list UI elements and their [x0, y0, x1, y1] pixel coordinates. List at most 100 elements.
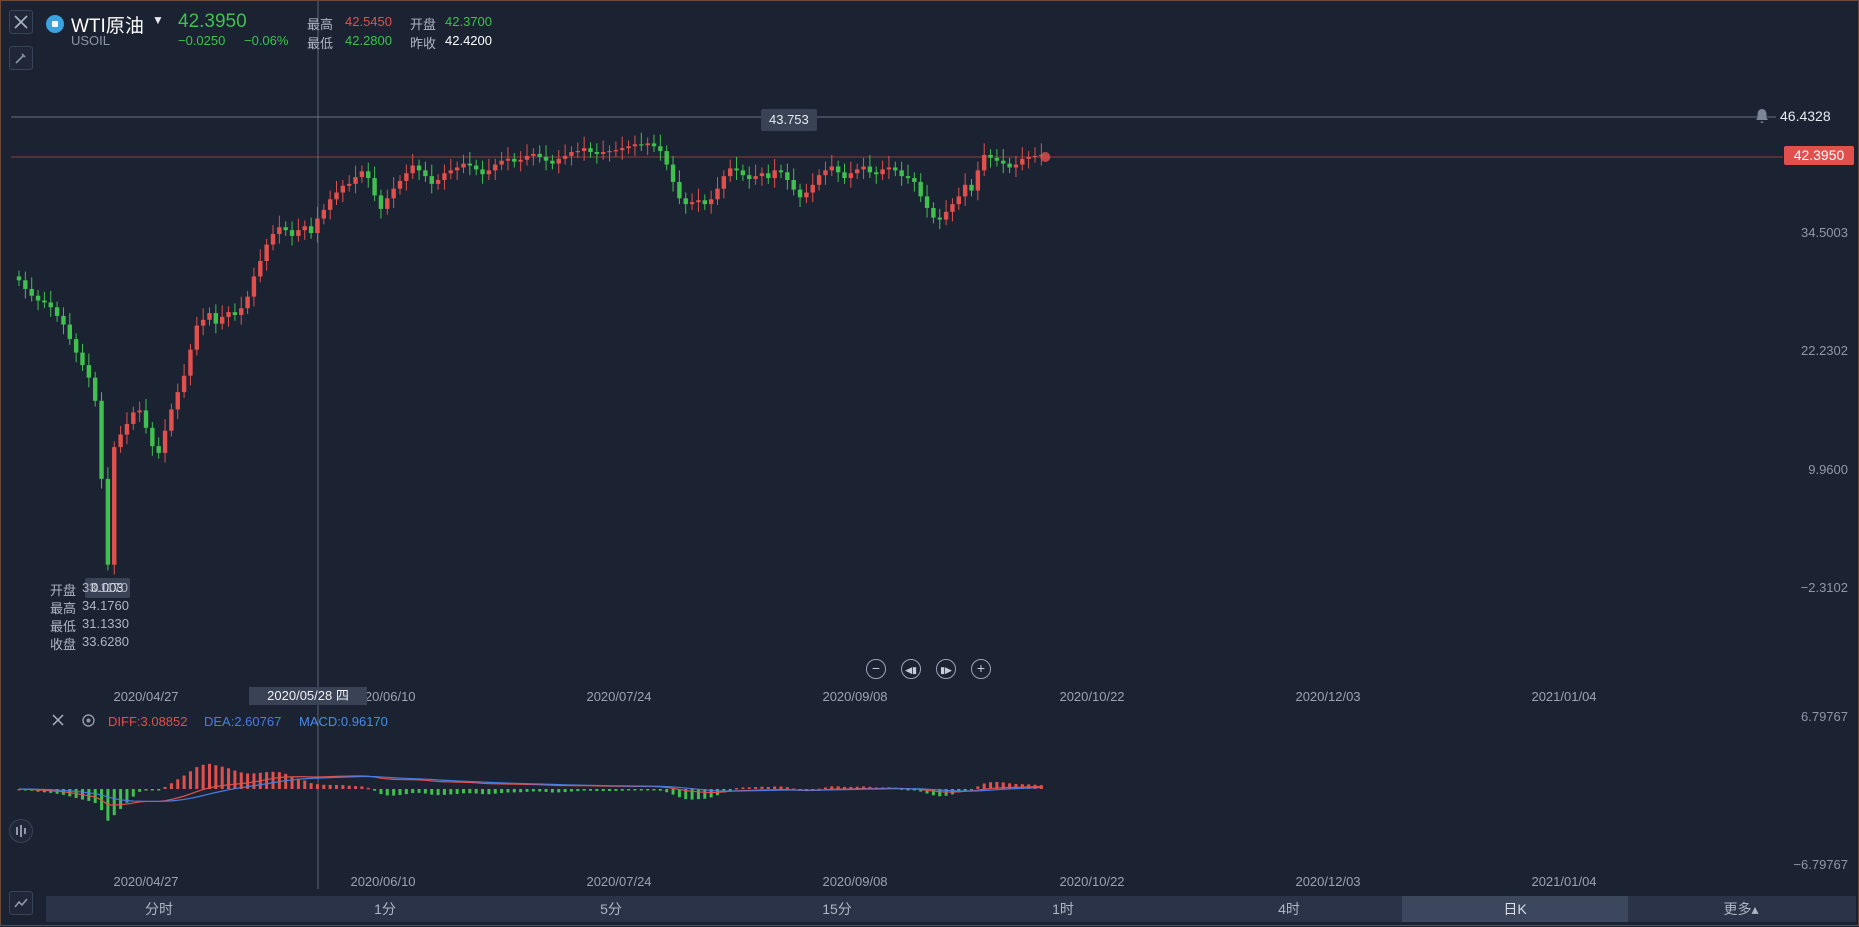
line-chart-button[interactable]: [9, 891, 33, 915]
macd-histogram-bar: [423, 789, 427, 794]
y-axis-label: 34.5003: [1801, 225, 1848, 240]
candle-body: [454, 167, 460, 171]
zoom-out-button[interactable]: −: [866, 659, 886, 679]
candle-body: [683, 198, 688, 205]
candle-body: [543, 156, 549, 161]
candle-body: [848, 173, 854, 179]
candle-body: [493, 164, 498, 171]
tab-timeframe-15m[interactable]: 15分: [822, 901, 852, 917]
candle-body: [232, 312, 238, 315]
indicator-toggle-button[interactable]: [9, 819, 33, 843]
candle-body: [93, 377, 98, 401]
candle-body: [118, 434, 123, 448]
symbol-logo-icon: [46, 15, 64, 33]
close-indicator-icon[interactable]: [51, 713, 67, 729]
macd-histogram-bar: [646, 789, 650, 791]
macd-histogram-bar: [455, 789, 459, 794]
macd-histogram-bar: [125, 789, 129, 803]
tab-timeframe-tick[interactable]: 分时: [145, 901, 173, 917]
candle-body: [505, 158, 511, 161]
candle-body: [251, 276, 257, 297]
macd-histogram-bar: [576, 789, 580, 792]
zoom-in-button[interactable]: +: [971, 659, 991, 679]
candle-body: [924, 196, 930, 208]
macd-histogram-bar: [506, 789, 510, 793]
bell-icon[interactable]: [1753, 107, 1771, 125]
candle-body: [689, 202, 695, 205]
candle-body: [194, 325, 199, 350]
tab-timeframe-1m[interactable]: 1分: [374, 901, 396, 917]
macd-histogram-bar: [385, 789, 389, 796]
candle-body: [220, 316, 225, 324]
macd-diff-value: DIFF:3.08852: [108, 714, 188, 729]
macd-histogram-bar: [277, 772, 281, 789]
chevron-down-icon[interactable]: ▼: [152, 13, 164, 27]
x-axis-label: 2020/10/22: [1059, 689, 1125, 704]
candle-body: [486, 170, 492, 175]
macd-histogram-bar: [430, 789, 434, 795]
macd-histogram-bar: [360, 786, 364, 789]
macd-x-axis-label: 2020/07/24: [586, 874, 652, 889]
candle-body: [753, 176, 758, 180]
macd-y-top: 6.79767: [1801, 709, 1848, 724]
candle-body: [112, 447, 117, 565]
low-value: 42.2800: [345, 33, 392, 48]
candle-body: [823, 170, 828, 176]
macd-histogram-bar: [912, 789, 916, 791]
tab-timeframe-4h[interactable]: 4时: [1278, 901, 1300, 917]
candle-body: [181, 375, 187, 393]
macd-histogram-bar: [589, 789, 592, 791]
candle-body: [886, 167, 892, 170]
tab-timeframe-more[interactable]: 更多▴: [1723, 901, 1759, 917]
scroll-end-button[interactable]: ▮▶: [936, 659, 956, 679]
scroll-start-button[interactable]: ◀▮: [901, 659, 921, 679]
skip-forward-icon: ▮▶: [940, 665, 952, 675]
macd-histogram-bar: [836, 786, 840, 789]
candle-body: [372, 178, 377, 196]
candle-body: [829, 166, 834, 171]
candle-body: [156, 446, 161, 453]
candle-body: [378, 195, 384, 209]
candle-body: [867, 166, 873, 173]
macd-histogram-bar: [557, 789, 561, 793]
macd-dea-value: DEA:2.60767: [204, 714, 282, 729]
candle-body: [664, 151, 669, 165]
macd-histogram-bar: [525, 789, 529, 792]
candle-body: [245, 296, 250, 309]
max-price-marker: 43.753: [761, 109, 817, 131]
close-button[interactable]: [9, 10, 33, 34]
drawing-tool-button[interactable]: [9, 46, 33, 70]
candle-body: [893, 167, 898, 171]
macd-histogram-bar: [462, 789, 465, 794]
tab-timeframe-5m[interactable]: 5分: [600, 901, 622, 917]
candle-body: [137, 410, 142, 413]
tab-timeframe-daily[interactable]: 日K: [1402, 896, 1628, 922]
candle-body: [677, 181, 682, 199]
candle-body: [1013, 164, 1019, 168]
candle-body: [143, 410, 149, 428]
macd-histogram-bar: [481, 789, 485, 795]
settings-gear-icon[interactable]: [81, 713, 97, 729]
macd-histogram-bar: [315, 784, 319, 789]
candle-body: [518, 159, 523, 162]
candle-body: [607, 151, 612, 153]
macd-x-axis-label: 2020/06/10: [350, 874, 416, 889]
macd-histogram-bar: [366, 787, 370, 790]
tab-timeframe-1h[interactable]: 1时: [1052, 901, 1074, 917]
hover-close-value: 33.6280: [82, 634, 129, 649]
x-axis-label: 2021/01/04: [1531, 689, 1597, 704]
symbol-name[interactable]: WTI原油: [71, 16, 144, 37]
candle-body: [480, 169, 485, 175]
candle-body: [512, 158, 517, 162]
plus-icon: +: [976, 660, 986, 676]
price-change: −0.0250: [178, 33, 226, 48]
macd-histogram-bar: [449, 789, 453, 795]
macd-histogram-bar: [906, 789, 910, 791]
candle-body: [410, 165, 415, 174]
candle-body: [359, 171, 365, 178]
candle-body: [880, 169, 885, 175]
high-label: 最高: [307, 17, 334, 32]
macd-histogram-bar: [182, 775, 186, 789]
macd-histogram-bar: [468, 789, 472, 794]
